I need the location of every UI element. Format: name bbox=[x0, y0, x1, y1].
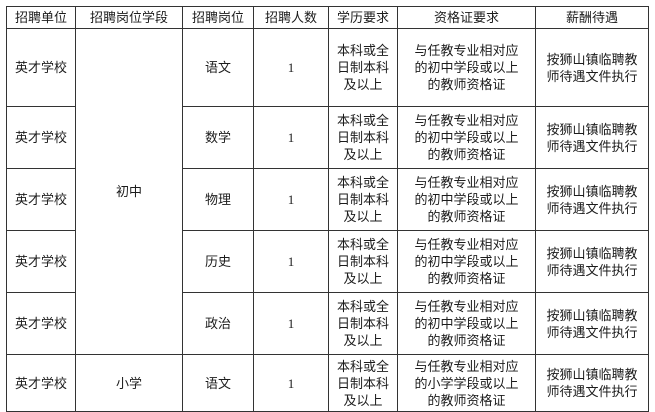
table-row: 英才学校 初中 语文 1 本科或全 日制本科 及以上 与任教专业相对应 的初中学… bbox=[6, 28, 649, 355]
header-salary: 薪酬待遇 bbox=[535, 6, 649, 29]
header-stage: 招聘岗位学段 bbox=[75, 6, 183, 29]
cell-certificate: 与任教专业相对应 的初中学段或以上 的教师资格证 bbox=[397, 106, 536, 169]
cell-education: 本科或全 日制本科 及以上 bbox=[328, 230, 398, 293]
header-certificate: 资格证要求 bbox=[397, 6, 536, 29]
cell-salary: 按狮山镇临聘教 师待遇文件执行 bbox=[535, 292, 649, 355]
table-body: 英才学校 初中 语文 1 本科或全 日制本科 及以上 与任教专业相对应 的初中学… bbox=[6, 28, 649, 412]
cell-certificate: 与任教专业相对应 的初中学段或以上 的教师资格证 bbox=[397, 292, 536, 355]
cell-certificate: 与任教专业相对应 的小学学段或以上 的教师资格证 bbox=[397, 354, 536, 412]
cell-education: 本科或全 日制本科 及以上 bbox=[328, 292, 398, 355]
header-education: 学历要求 bbox=[328, 6, 398, 29]
recruitment-table: 招聘单位 招聘岗位学段 招聘岗位 招聘人数 学历要求 资格证要求 薪酬待遇 英才… bbox=[6, 6, 649, 412]
cell-salary: 按狮山镇临聘教 师待遇文件执行 bbox=[535, 106, 649, 169]
cell-position: 语文 bbox=[182, 354, 254, 412]
cell-position: 数学 bbox=[182, 106, 254, 169]
header-position: 招聘岗位 bbox=[182, 6, 254, 29]
cell-unit: 英才学校 bbox=[6, 106, 76, 169]
cell-salary: 按狮山镇临聘教 师待遇文件执行 bbox=[535, 230, 649, 293]
cell-education: 本科或全 日制本科 及以上 bbox=[328, 106, 398, 169]
cell-education: 本科或全 日制本科 及以上 bbox=[328, 28, 398, 107]
cell-certificate: 与任教专业相对应 的初中学段或以上 的教师资格证 bbox=[397, 230, 536, 293]
cell-education: 本科或全 日制本科 及以上 bbox=[328, 354, 398, 412]
cell-unit: 英才学校 bbox=[6, 292, 76, 355]
cell-stage-junior: 初中 bbox=[75, 28, 183, 355]
cell-stage-primary: 小学 bbox=[75, 354, 183, 412]
cell-salary: 按狮山镇临聘教 师待遇文件执行 bbox=[535, 168, 649, 231]
cell-count: 1 bbox=[253, 230, 329, 293]
cell-position: 物理 bbox=[182, 168, 254, 231]
cell-count: 1 bbox=[253, 354, 329, 412]
cell-unit: 英才学校 bbox=[6, 168, 76, 231]
cell-certificate: 与任教专业相对应 的初中学段或以上 的教师资格证 bbox=[397, 168, 536, 231]
cell-count: 1 bbox=[253, 168, 329, 231]
table-row: 英才学校 政治 1 本科或全 日制本科 及以上 与任教专业相对应 的初中学段或以… bbox=[6, 292, 649, 355]
cell-education: 本科或全 日制本科 及以上 bbox=[328, 168, 398, 231]
cell-certificate: 与任教专业相对应 的初中学段或以上 的教师资格证 bbox=[397, 28, 536, 107]
cell-unit: 英才学校 bbox=[6, 354, 76, 412]
cell-count: 1 bbox=[253, 292, 329, 355]
header-unit: 招聘单位 bbox=[6, 6, 76, 29]
table-row: 英才学校 数学 1 本科或全 日制本科 及以上 与任教专业相对应 的初中学段或以… bbox=[6, 106, 649, 169]
header-row: 招聘单位 招聘岗位学段 招聘岗位 招聘人数 学历要求 资格证要求 薪酬待遇 bbox=[6, 6, 649, 29]
cell-position: 语文 bbox=[182, 28, 254, 107]
table-row: 英才学校 小学 语文 1 本科或全 日制本科 及以上 与任教专业相对应 的小学学… bbox=[6, 354, 649, 412]
table-row: 英才学校 历史 1 本科或全 日制本科 及以上 与任教专业相对应 的初中学段或以… bbox=[6, 230, 649, 293]
header-count: 招聘人数 bbox=[253, 6, 329, 29]
table-header: 招聘单位 招聘岗位学段 招聘岗位 招聘人数 学历要求 资格证要求 薪酬待遇 bbox=[6, 6, 649, 29]
table-row: 英才学校 物理 1 本科或全 日制本科 及以上 与任教专业相对应 的初中学段或以… bbox=[6, 168, 649, 231]
cell-count: 1 bbox=[253, 28, 329, 107]
cell-count: 1 bbox=[253, 106, 329, 169]
cell-position: 历史 bbox=[182, 230, 254, 293]
cell-unit: 英才学校 bbox=[6, 230, 76, 293]
cell-unit: 英才学校 bbox=[6, 28, 76, 107]
cell-position: 政治 bbox=[182, 292, 254, 355]
cell-salary: 按狮山镇临聘教 师待遇文件执行 bbox=[535, 354, 649, 412]
cell-salary: 按狮山镇临聘教 师待遇文件执行 bbox=[535, 28, 649, 107]
